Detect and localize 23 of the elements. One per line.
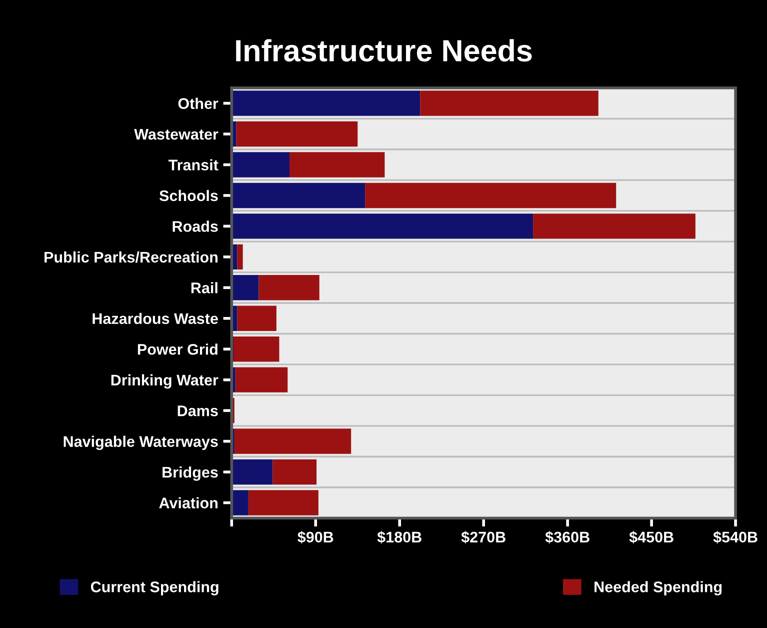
legend-label: Needed Spending — [594, 581, 722, 596]
y-tick-label: Aviation — [159, 497, 218, 508]
y-tick-label: Roads — [172, 220, 218, 232]
y-tick-label: Navigable Waterways — [64, 436, 218, 450]
x-tick-label: $450B — [629, 531, 674, 544]
y-tick-label: Bridges — [162, 466, 218, 481]
y-tick-label: Schools — [159, 190, 218, 202]
x-tick-label: $270B — [461, 531, 506, 544]
x-tick-label: $90B — [298, 531, 334, 544]
y-tick-label: Transit — [168, 159, 218, 170]
legend-label: Current Spending — [90, 581, 218, 596]
y-tick-label: Rail — [191, 282, 218, 294]
x-tick-label: $360B — [545, 531, 590, 544]
y-tick-label: Public Parks/Recreation — [44, 251, 218, 263]
y-tick-label: Other — [178, 98, 218, 109]
y-tick-label: Wastewater — [134, 129, 218, 140]
x-tick-label: $180B — [377, 531, 422, 544]
x-tick-label: $540B — [713, 531, 758, 544]
y-tick-label: Hazardous Waste — [92, 312, 218, 324]
y-tick-label: Dams — [178, 406, 218, 416]
y-tick-label: Drinking Water — [111, 374, 218, 389]
y-tick-label: Power Grid — [138, 344, 218, 355]
chart-title: Infrastructure Needs — [236, 39, 532, 62]
